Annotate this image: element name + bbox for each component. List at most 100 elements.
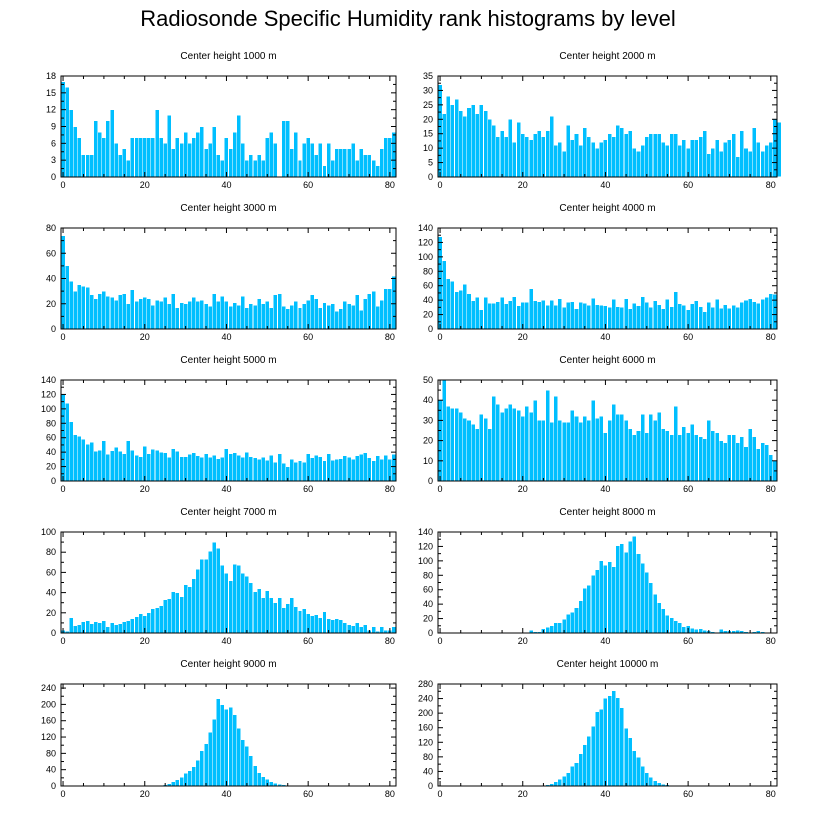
histogram-bar <box>236 565 242 634</box>
histogram-bar <box>652 133 658 178</box>
histogram-bar <box>594 304 600 330</box>
histogram-bar <box>293 461 299 482</box>
histogram-bar <box>158 605 164 634</box>
histogram-bar <box>598 708 604 787</box>
y-tick-label: 60 <box>46 433 56 443</box>
panel-title: Center height 5000 m <box>180 355 276 366</box>
histogram-bar <box>126 159 131 178</box>
x-tick-label: 0 <box>438 332 443 342</box>
histogram-bar <box>97 622 103 634</box>
histogram-bar <box>322 165 327 178</box>
histogram-bar <box>322 302 327 330</box>
histogram-bar <box>598 142 604 178</box>
histogram-bar <box>499 412 505 482</box>
histogram-bar <box>574 762 579 787</box>
histogram-bar <box>277 453 282 482</box>
histogram-bar <box>179 596 184 634</box>
histogram-bar <box>598 304 604 330</box>
histogram-bar <box>578 144 583 178</box>
histogram-bar <box>660 142 666 178</box>
y-tick-label: 40 <box>46 765 56 775</box>
histogram-bar <box>244 746 250 787</box>
histogram-bar <box>751 301 757 330</box>
histogram-bar <box>673 620 679 634</box>
histogram-bar <box>199 456 205 482</box>
histogram-bar <box>240 143 246 178</box>
histogram-bar <box>158 300 164 330</box>
histogram-bar <box>383 454 389 482</box>
histogram-bar <box>520 133 526 178</box>
histogram-bar <box>85 443 90 482</box>
histogram-bar <box>590 725 596 787</box>
histogram-bar <box>326 453 331 482</box>
x-tick-label: 0 <box>61 332 66 342</box>
y-tick-label: 0 <box>51 628 56 638</box>
histogram-bar <box>383 137 389 178</box>
histogram-bar <box>203 558 209 634</box>
histogram-bar <box>371 626 376 634</box>
histogram-bar <box>474 296 480 330</box>
x-tick-label: 20 <box>518 484 528 494</box>
histogram-bar <box>694 434 699 482</box>
histogram-bar <box>215 300 221 330</box>
histogram-bar <box>236 114 242 178</box>
histogram-bar <box>215 154 221 178</box>
histogram-bar <box>487 118 493 178</box>
x-tick-label: 60 <box>303 789 313 799</box>
histogram-bar <box>681 426 687 482</box>
y-tick-label: 200 <box>418 708 433 718</box>
histogram-bar <box>162 143 168 178</box>
histogram-bar <box>483 110 488 178</box>
histogram-bar <box>64 402 70 482</box>
histogram-bar <box>619 127 625 178</box>
histogram-bar <box>702 311 708 330</box>
histogram-bar <box>101 290 107 330</box>
histogram-bar <box>640 765 646 787</box>
y-tick-label: 20 <box>423 614 433 624</box>
histogram-bar <box>582 744 588 787</box>
histogram-bar <box>503 303 509 330</box>
y-tick-label: 40 <box>46 274 56 284</box>
histogram-bar <box>627 541 633 634</box>
histogram-bar <box>718 150 724 178</box>
histogram-bar <box>524 302 530 330</box>
histogram-bar <box>714 139 720 178</box>
histogram-bar <box>582 587 588 634</box>
histogram-bar <box>277 597 282 634</box>
histogram-bar <box>236 304 242 330</box>
histogram-bar <box>228 305 233 330</box>
histogram-bar <box>722 442 728 482</box>
y-tick-label: 9 <box>51 122 56 132</box>
histogram-bar <box>179 302 184 330</box>
histogram-bar <box>710 430 716 482</box>
histogram-bar <box>191 452 197 482</box>
histogram-bar <box>232 302 237 330</box>
histogram-bar <box>611 299 617 330</box>
histogram-bar <box>747 150 753 178</box>
histogram-bar <box>640 144 646 178</box>
histogram-bar <box>354 294 360 330</box>
histogram-bar <box>462 283 468 330</box>
histogram-bar <box>627 737 633 787</box>
histogram-bar <box>183 456 188 482</box>
histogram-bar <box>77 137 82 178</box>
histogram-bar <box>330 459 336 482</box>
x-tick-label: 80 <box>766 789 776 799</box>
histogram-bar <box>694 629 699 634</box>
histogram-bar <box>150 608 156 634</box>
histogram-bar <box>281 607 286 634</box>
histogram-bar <box>109 622 115 634</box>
histogram-bar <box>113 446 119 482</box>
histogram-bar <box>474 113 480 178</box>
histogram-bar <box>309 143 315 178</box>
histogram-bar <box>673 291 679 330</box>
histogram-bar <box>220 159 225 178</box>
y-tick-label: 140 <box>41 375 56 385</box>
histogram-bar <box>631 434 637 482</box>
histogram-bar <box>619 414 625 482</box>
histogram-bar <box>586 735 592 787</box>
y-tick-label: 40 <box>46 588 56 598</box>
histogram-bar <box>445 405 451 482</box>
histogram-bar <box>138 456 144 482</box>
x-tick-label: 20 <box>518 789 528 799</box>
